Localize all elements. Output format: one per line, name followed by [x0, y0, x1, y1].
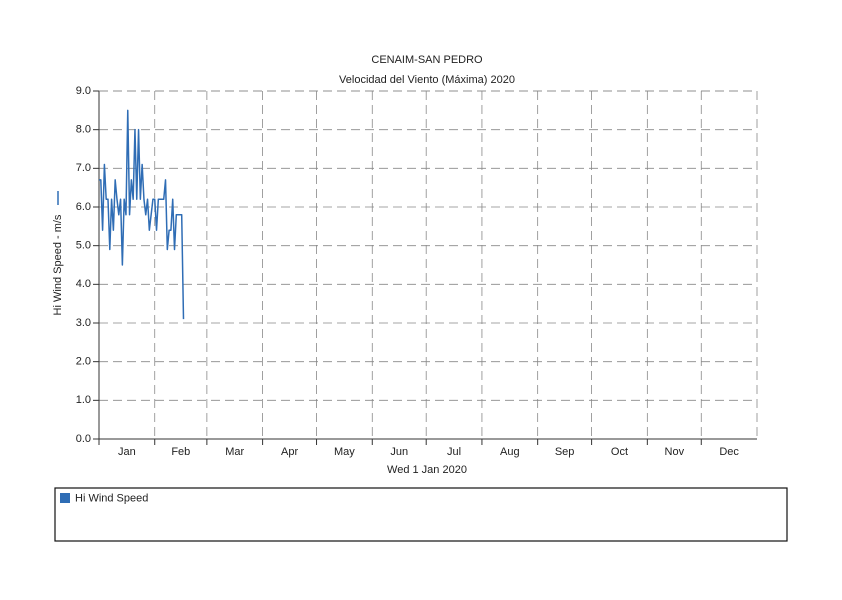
- y-tick-label: 5.0: [76, 240, 91, 252]
- x-tick-label: Oct: [611, 446, 628, 458]
- y-axis-label-group: Hi Wind Speed - m/s: [52, 191, 64, 315]
- x-tick-label: Sep: [555, 446, 575, 458]
- x-tick-label: Dec: [719, 446, 739, 458]
- y-tick-label: 7.0: [76, 162, 91, 174]
- chart-title: CENAIM-SAN PEDRO: [371, 54, 483, 66]
- y-tick-label: 0.0: [76, 433, 91, 445]
- x-axis-label: Wed 1 Jan 2020: [387, 464, 467, 476]
- legend-box: [54, 487, 788, 542]
- data-line: [99, 109, 185, 320]
- x-tick-label: Apr: [281, 446, 298, 458]
- y-tick-label: 1.0: [76, 394, 91, 406]
- x-tick-label: Jan: [118, 446, 136, 458]
- x-tick-label: Jul: [447, 446, 461, 458]
- y-tick-label: 4.0: [76, 278, 91, 290]
- legend-label: Hi Wind Speed: [75, 492, 148, 504]
- legend-swatch: [60, 493, 70, 503]
- chart-subtitle: Velocidad del Viento (Máxima) 2020: [339, 74, 515, 86]
- x-tick-label: May: [334, 446, 355, 458]
- y-axis-label: Hi Wind Speed - m/s: [52, 214, 64, 315]
- y-tick-label: 6.0: [76, 201, 91, 213]
- x-tick-label: Nov: [665, 446, 685, 458]
- y-tick-label: 9.0: [76, 85, 91, 97]
- y-tick-label: 3.0: [76, 317, 91, 329]
- y-tick-label: 2.0: [76, 356, 91, 368]
- y-tick-label: 8.0: [76, 124, 91, 136]
- x-tick-label: Mar: [225, 446, 244, 458]
- x-tick-label: Feb: [171, 446, 190, 458]
- x-tick-label: Aug: [500, 446, 520, 458]
- x-tick-label: Jun: [390, 446, 408, 458]
